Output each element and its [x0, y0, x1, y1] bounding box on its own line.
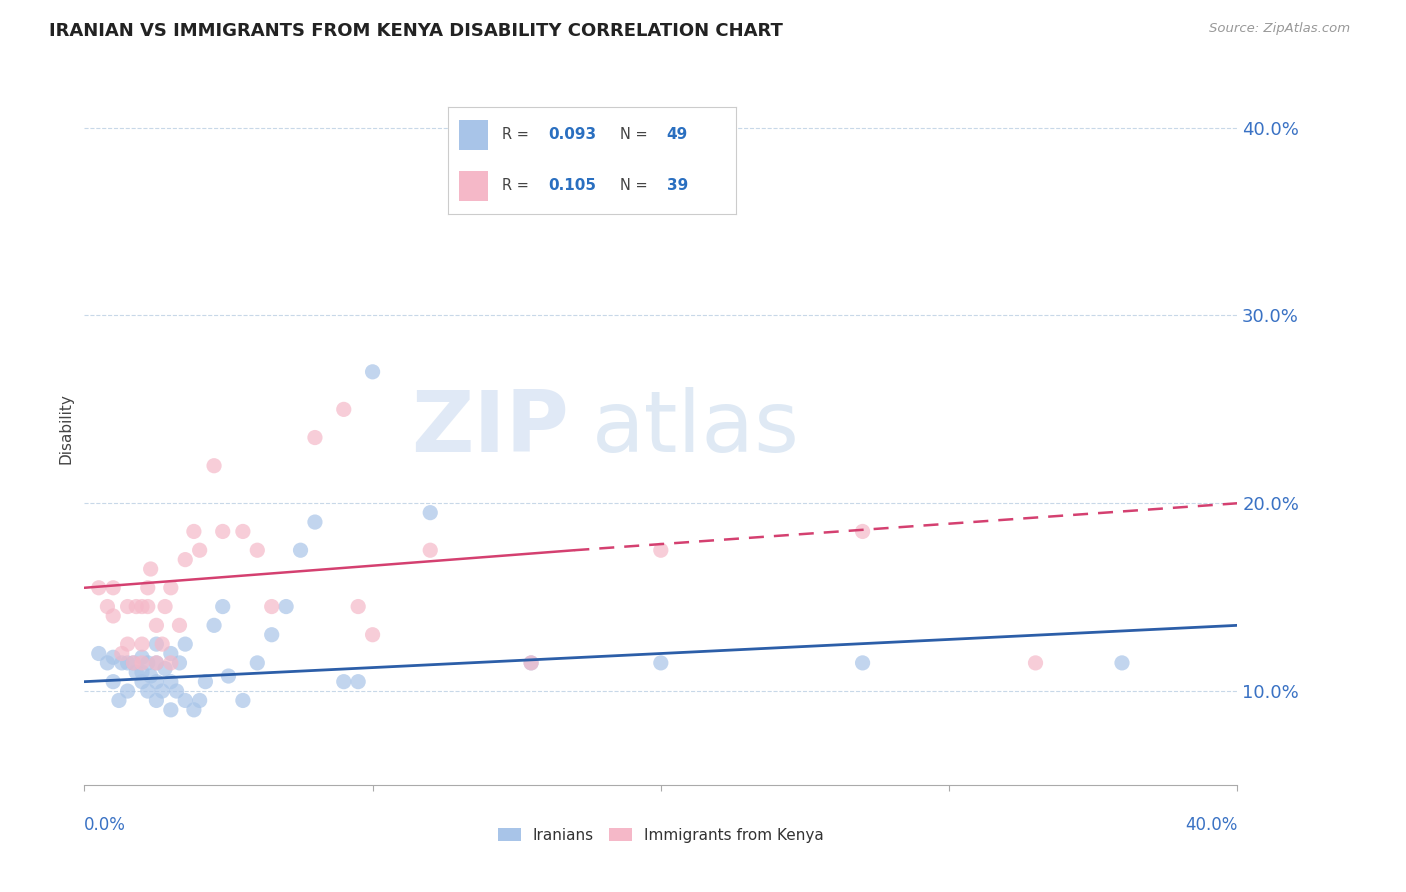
Point — [117, 637, 139, 651]
Point — [304, 431, 326, 445]
Point — [122, 656, 145, 670]
Point — [160, 703, 183, 717]
Point — [131, 599, 153, 614]
Point — [125, 665, 148, 680]
Point — [520, 656, 543, 670]
Point — [160, 581, 183, 595]
Point — [136, 581, 159, 595]
Point — [87, 581, 110, 595]
Point — [111, 656, 134, 670]
Point — [1025, 656, 1047, 670]
Point — [188, 543, 211, 558]
Point — [150, 637, 173, 651]
Point — [218, 669, 240, 683]
Point — [145, 618, 167, 632]
Point — [131, 637, 153, 651]
Point — [87, 647, 110, 661]
Point — [419, 506, 441, 520]
Legend: Iranians, Immigrants from Kenya: Iranians, Immigrants from Kenya — [492, 822, 830, 848]
Point — [419, 543, 441, 558]
Point — [160, 647, 183, 661]
Point — [520, 656, 543, 670]
Point — [131, 650, 153, 665]
Point — [117, 656, 139, 670]
Text: ZIP: ZIP — [411, 386, 568, 470]
Point — [111, 647, 134, 661]
Point — [131, 674, 153, 689]
Point — [131, 656, 153, 670]
Point — [260, 599, 283, 614]
Point — [166, 684, 188, 698]
Point — [1111, 656, 1133, 670]
Point — [96, 656, 118, 670]
Point — [96, 599, 118, 614]
Point — [183, 703, 205, 717]
Point — [131, 665, 153, 680]
Point — [160, 674, 183, 689]
Point — [347, 674, 370, 689]
Point — [136, 599, 159, 614]
Y-axis label: Disability: Disability — [58, 392, 73, 464]
Point — [136, 684, 159, 698]
Point — [260, 628, 283, 642]
Point — [145, 693, 167, 707]
Point — [153, 599, 176, 614]
Point — [852, 524, 875, 539]
Text: atlas: atlas — [592, 386, 800, 470]
Point — [139, 562, 162, 576]
Point — [169, 618, 191, 632]
Point — [103, 674, 124, 689]
Text: IRANIAN VS IMMIGRANTS FROM KENYA DISABILITY CORRELATION CHART: IRANIAN VS IMMIGRANTS FROM KENYA DISABIL… — [49, 22, 783, 40]
Point — [246, 656, 269, 670]
Point — [290, 543, 312, 558]
Point — [139, 669, 162, 683]
Point — [153, 661, 176, 675]
Point — [211, 524, 233, 539]
Point — [145, 656, 167, 670]
Point — [246, 543, 269, 558]
Point — [145, 656, 167, 670]
Point — [169, 656, 191, 670]
Point — [232, 524, 254, 539]
Text: 0.0%: 0.0% — [84, 815, 127, 833]
Point — [202, 618, 225, 632]
Point — [650, 543, 672, 558]
Point — [194, 674, 217, 689]
Point — [117, 599, 139, 614]
Point — [211, 599, 233, 614]
Point — [347, 599, 370, 614]
Text: Source: ZipAtlas.com: Source: ZipAtlas.com — [1209, 22, 1350, 36]
Point — [852, 656, 875, 670]
Point — [145, 637, 167, 651]
Point — [174, 637, 197, 651]
Point — [183, 524, 205, 539]
Text: 40.0%: 40.0% — [1185, 815, 1237, 833]
Point — [103, 609, 124, 624]
Point — [174, 552, 197, 566]
Point — [136, 656, 159, 670]
Point — [333, 674, 356, 689]
Point — [232, 693, 254, 707]
Point — [304, 515, 326, 529]
Point — [122, 656, 145, 670]
Point — [276, 599, 298, 614]
Point — [125, 599, 148, 614]
Point — [333, 402, 356, 417]
Point — [174, 693, 197, 707]
Point — [361, 365, 384, 379]
Point — [108, 693, 131, 707]
Point — [160, 656, 183, 670]
Point — [117, 684, 139, 698]
Point — [188, 693, 211, 707]
Point — [150, 684, 173, 698]
Point — [361, 628, 384, 642]
Point — [103, 650, 124, 665]
Point — [650, 656, 672, 670]
Point — [145, 674, 167, 689]
Point — [103, 581, 124, 595]
Point — [202, 458, 225, 473]
